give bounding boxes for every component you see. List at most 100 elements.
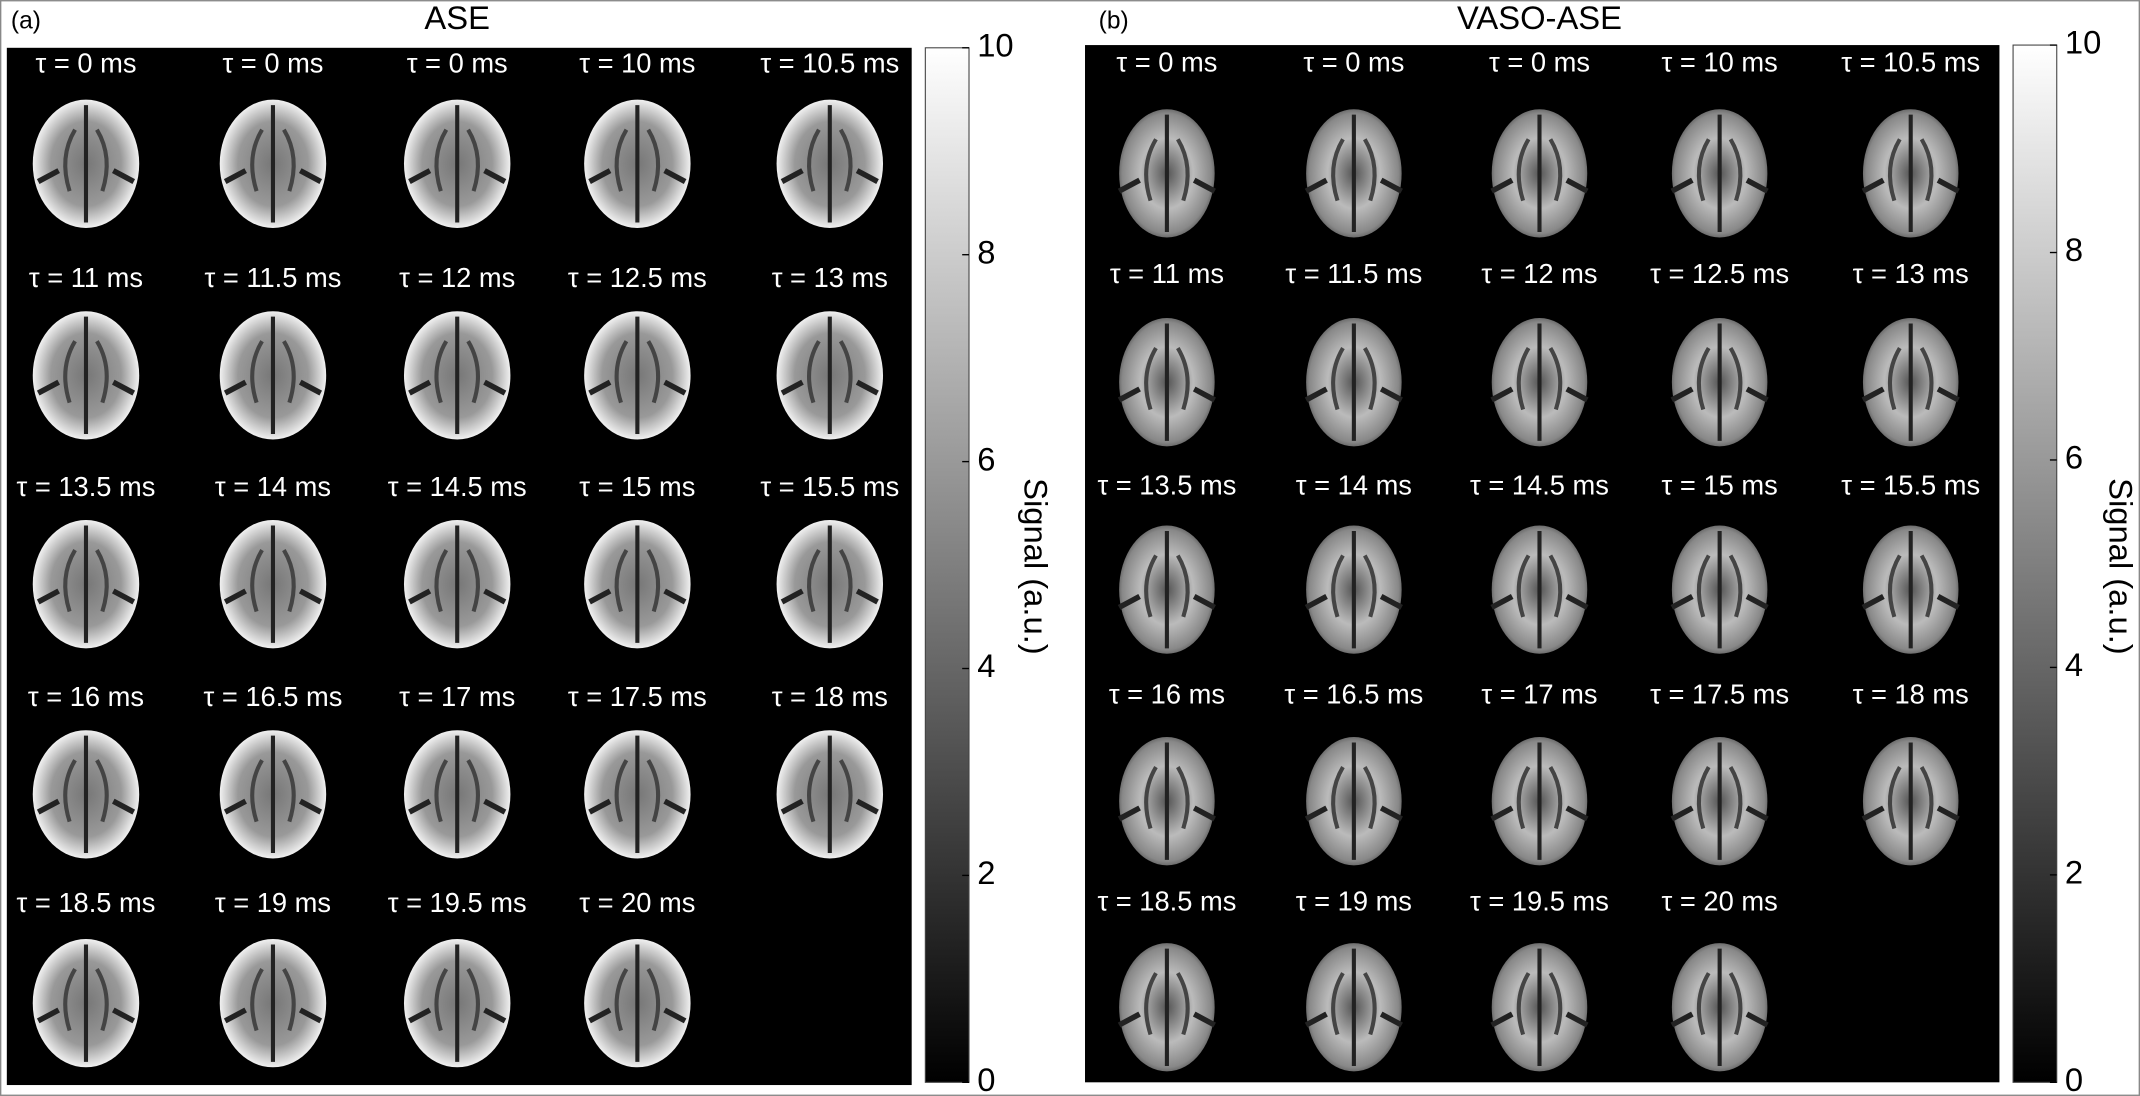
brain-ventricle xyxy=(1192,594,1216,610)
brain-image xyxy=(1304,318,1403,447)
brain-image xyxy=(1117,943,1216,1072)
image-label: τ = 0 ms xyxy=(407,48,508,79)
image-label: τ = 0 ms xyxy=(1489,46,1590,77)
image-label: τ = 11.5 ms xyxy=(205,262,342,293)
image-label: τ = 0 ms xyxy=(1116,46,1217,77)
brain-image xyxy=(403,730,511,859)
brain-sulcus xyxy=(250,548,264,613)
brain-sulcus xyxy=(1887,347,1902,411)
brain-sulcus xyxy=(838,128,853,192)
brain-ventricle xyxy=(588,588,612,605)
brain-image xyxy=(32,730,140,859)
brain-sulcus xyxy=(1516,765,1531,830)
brain-ventricle xyxy=(780,798,804,815)
brain-image xyxy=(1304,109,1403,238)
brain-sulcus xyxy=(1887,765,1902,830)
brain-ventricle xyxy=(223,379,247,396)
brain-sulcus xyxy=(1176,138,1190,202)
brain-ventricle xyxy=(1565,805,1589,822)
brain-ventricle xyxy=(588,168,612,184)
brain-sulcus xyxy=(1363,347,1377,411)
brain-ventricle xyxy=(588,1007,612,1024)
image-label: τ = 17.5 ms xyxy=(568,681,707,712)
brain-image xyxy=(776,730,884,859)
brain-image xyxy=(776,311,884,440)
brain-ventricle xyxy=(1117,386,1141,403)
brain-ventricle xyxy=(1565,177,1589,194)
brain-sulcus xyxy=(807,128,821,192)
brain-sulcus xyxy=(1144,138,1158,202)
brain-ventricle xyxy=(483,798,507,815)
brain-sulcus xyxy=(95,967,109,1032)
brain-ventricle xyxy=(1304,1011,1328,1028)
brain-sulcus xyxy=(466,340,480,404)
brain-image xyxy=(1861,109,1960,238)
colorbar-tick-label: 2 xyxy=(977,854,995,891)
image-label: τ = 15.5 ms xyxy=(760,471,899,502)
panel-title: VASO-ASE xyxy=(1457,0,1622,36)
image-label: τ = 19 ms xyxy=(1296,886,1412,917)
brain-ventricle xyxy=(408,379,432,396)
brain-sulcus xyxy=(95,128,109,192)
brain-image xyxy=(1670,737,1769,866)
brain-sulcus xyxy=(838,548,853,613)
brain-sulcus xyxy=(1728,765,1743,830)
brain-image xyxy=(1490,943,1589,1072)
brain-sulcus xyxy=(282,759,296,823)
brain-sulcus xyxy=(1331,347,1345,411)
colorbar-tick-label: 8 xyxy=(2065,231,2083,268)
brain-image xyxy=(584,939,691,1068)
image-label: τ = 15.5 ms xyxy=(1841,469,1980,500)
brain-sulcus xyxy=(1144,765,1158,830)
brain-sulcus xyxy=(1548,972,1563,1036)
brain-ventricle xyxy=(36,168,60,184)
brain-image xyxy=(1117,525,1216,654)
brain-sulcus xyxy=(1548,138,1563,202)
image-label: τ = 14.5 ms xyxy=(388,471,527,502)
brain-ventricle xyxy=(1192,386,1216,403)
brain-sulcus xyxy=(1696,138,1711,202)
brain-sulcus xyxy=(1728,138,1743,202)
brain-sulcus xyxy=(1144,554,1158,618)
colorbar-tick-label: 6 xyxy=(977,440,995,477)
brain-sulcus xyxy=(838,759,853,823)
image-label: τ = 17.5 ms xyxy=(1650,678,1789,709)
brain-ventricle xyxy=(111,168,136,184)
brain-sulcus xyxy=(807,548,821,613)
brain-ventricle xyxy=(588,798,612,815)
brain-sulcus xyxy=(282,967,296,1032)
brain-ventricle xyxy=(855,379,879,396)
brain-sulcus xyxy=(1728,972,1743,1036)
brain-sulcus xyxy=(95,759,109,823)
brain-sulcus xyxy=(434,967,449,1032)
brain-ventricle xyxy=(1117,177,1141,194)
brain-ventricle xyxy=(1490,594,1514,610)
brain-sulcus xyxy=(646,759,661,823)
image-label: τ = 11 ms xyxy=(1110,258,1224,289)
brain-ventricle xyxy=(1861,594,1885,610)
image-label: τ = 19.5 ms xyxy=(388,887,527,918)
brain-ventricle xyxy=(298,798,323,815)
brain-sulcus xyxy=(646,967,661,1032)
brain-sulcus xyxy=(1363,972,1377,1036)
brain-ventricle xyxy=(855,798,879,815)
colorbar-tick-label: 4 xyxy=(2065,646,2083,683)
brain-ventricle xyxy=(36,1007,60,1024)
brain-image xyxy=(219,311,327,440)
brain-sulcus xyxy=(282,128,296,192)
brain-ventricle xyxy=(298,588,323,605)
brain-ventricle xyxy=(408,1007,432,1024)
brain-ventricle xyxy=(1745,1011,1769,1028)
brain-ventricle xyxy=(298,1007,323,1024)
brain-sulcus xyxy=(1728,347,1743,411)
brain-ventricle xyxy=(408,588,432,605)
brain-image xyxy=(1670,318,1769,447)
image-label: τ = 0 ms xyxy=(222,48,323,79)
image-label: τ = 19 ms xyxy=(215,887,331,918)
brain-image xyxy=(32,311,140,440)
brain-sulcus xyxy=(1887,554,1902,618)
brain-image xyxy=(219,99,327,228)
brain-sulcus xyxy=(250,128,264,192)
